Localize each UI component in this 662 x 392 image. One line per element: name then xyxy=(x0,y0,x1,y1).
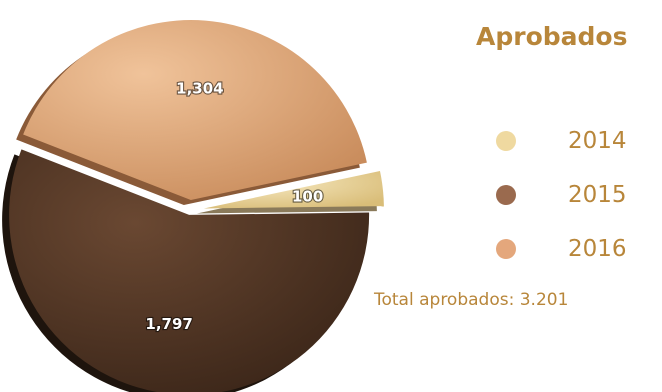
legend-label-2016: 2016 xyxy=(568,236,627,262)
chart-title: Aprobados xyxy=(476,22,628,51)
legend-item-2015: 2015 xyxy=(496,168,627,222)
legend-item-2014: 2014 xyxy=(496,114,627,168)
legend-item-2016: 2016 xyxy=(496,222,627,276)
legend-label-2015: 2015 xyxy=(568,182,627,208)
legend-label-2014: 2014 xyxy=(568,128,627,154)
legend-swatch-2014 xyxy=(496,131,516,151)
pie-slice-2016 xyxy=(23,20,367,201)
total-approved: Total aprobados: 3.201 xyxy=(374,290,569,310)
legend-swatch-2016 xyxy=(496,239,516,259)
slice-value-label-2016: 1,304 xyxy=(176,79,223,97)
pie-slice-2014 xyxy=(203,171,384,209)
slice-value-label-2015: 1,797 xyxy=(145,315,192,333)
legend-swatch-2015 xyxy=(496,185,516,205)
pie-slice-2015 xyxy=(9,149,370,392)
legend: 2014 2015 2016 xyxy=(496,114,627,276)
slice-value-label-2014: 100 xyxy=(292,187,323,205)
